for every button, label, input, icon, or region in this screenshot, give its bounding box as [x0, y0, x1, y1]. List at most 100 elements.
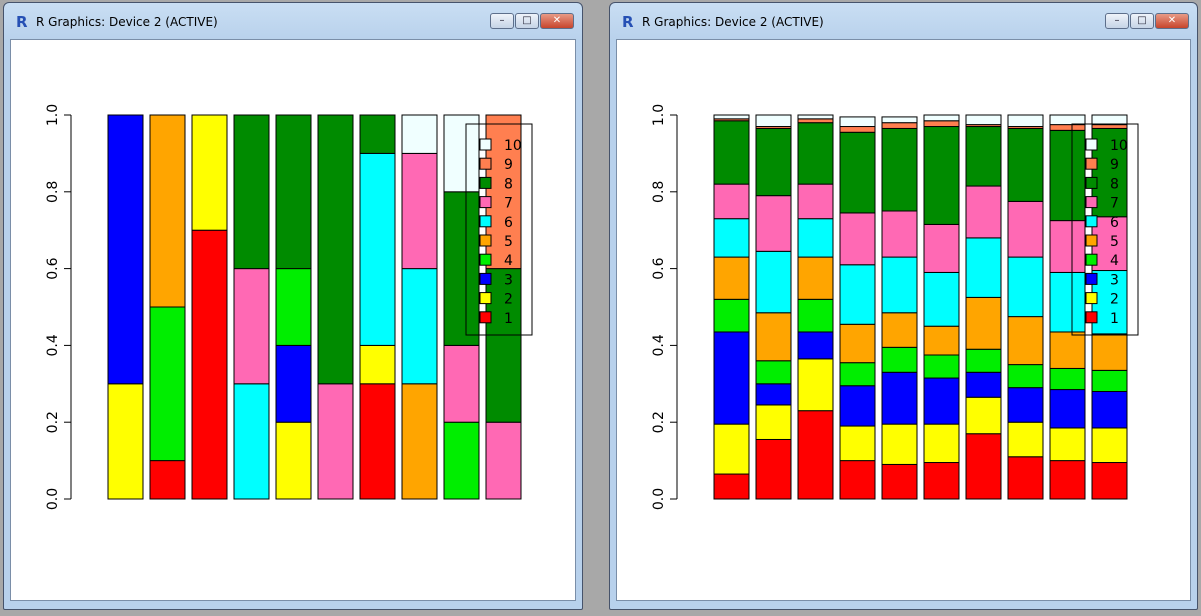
bar-segment [797, 114, 834, 120]
bar-segment [755, 312, 792, 362]
legend-label: 7 [504, 196, 513, 212]
bar-segment [1007, 114, 1044, 128]
bar-segment [1049, 427, 1086, 462]
bar-segment [107, 114, 144, 385]
bar-segment [755, 250, 792, 314]
close-icon[interactable]: ✕ [540, 13, 574, 29]
bar-segment [713, 183, 750, 220]
bar-segment [1007, 316, 1044, 366]
legend-swatch [479, 176, 492, 189]
legend-swatch [479, 234, 492, 247]
bar-segment [797, 122, 834, 185]
bar-segment [965, 185, 1002, 239]
y-tick-label: 0.8 [651, 181, 667, 203]
legend-swatch [1085, 272, 1098, 285]
bar-segment [149, 114, 186, 308]
close-icon[interactable]: ✕ [1155, 13, 1189, 29]
legend-swatch [479, 253, 492, 266]
legend-swatch [479, 292, 492, 305]
bar-segment [923, 271, 960, 327]
bar-segment [755, 195, 792, 252]
bar-segment [881, 256, 918, 314]
bar-segment [881, 116, 918, 124]
bar-segment [1049, 220, 1086, 273]
bar-segment [797, 218, 834, 258]
bar-segment [839, 425, 876, 462]
title-bar[interactable]: R R Graphics: Device 2 (ACTIVE) – □ ✕ [610, 3, 1197, 39]
bar-segment [1049, 271, 1086, 333]
legend-label: 8 [1110, 176, 1119, 192]
bar-segment [713, 423, 750, 475]
graphics-window-left: R R Graphics: Device 2 (ACTIVE) – □ ✕ 0.… [3, 2, 583, 610]
bar-segment [191, 114, 228, 231]
bar-segment [1049, 389, 1086, 429]
maximize-icon[interactable]: □ [1130, 13, 1154, 29]
legend-swatch [479, 196, 492, 209]
bar-segment [923, 126, 960, 225]
bar-segment [965, 348, 1002, 373]
bar-segment [923, 223, 960, 273]
window-title: R Graphics: Device 2 (ACTIVE) [642, 15, 824, 29]
y-tick-label: 0.6 [651, 257, 667, 279]
bar-segment [923, 462, 960, 500]
bar-segment [839, 264, 876, 325]
bar-segment [1007, 387, 1044, 423]
y-tick-label: 1.0 [45, 104, 61, 126]
bar-segment [149, 460, 186, 500]
bar-segment [1091, 369, 1128, 392]
plot-area: 0.0 0.2 0.4 0.6 0.8 1.0 10 9 8 7 6 5 4 3 2 1 [10, 39, 576, 601]
minimize-icon[interactable]: – [490, 13, 514, 29]
minimize-icon[interactable]: – [1105, 13, 1129, 29]
y-tick-label: 0.2 [651, 411, 667, 433]
bar-segment [275, 268, 312, 346]
legend-swatch [1085, 157, 1098, 170]
legend-label: 9 [1110, 157, 1119, 173]
bar-segment [1091, 333, 1128, 371]
legend-label: 1 [1110, 311, 1119, 327]
legend-label: 2 [504, 292, 513, 308]
maximize-icon[interactable]: □ [515, 13, 539, 29]
bar-segment [797, 331, 834, 360]
graphics-window-right: R R Graphics: Device 2 (ACTIVE) – □ ✕ 0.… [609, 2, 1198, 610]
legend-swatch [1085, 253, 1098, 266]
bar-segment [713, 298, 750, 333]
bar-segment [881, 463, 918, 500]
y-tick-label: 1.0 [651, 104, 667, 126]
bar-segment [359, 114, 396, 154]
bar-segment [485, 421, 522, 500]
bar-segment [881, 122, 918, 129]
legend-label: 3 [504, 272, 513, 288]
bar-segment [923, 423, 960, 464]
bar-segment [713, 256, 750, 300]
bar-segment [443, 191, 480, 346]
bar-segment [1007, 364, 1044, 389]
bar-segment [485, 268, 522, 423]
bar-segment [965, 433, 1002, 500]
legend-label: 10 [1110, 138, 1128, 154]
y-tick-label: 0.4 [651, 334, 667, 356]
bar-segment [443, 114, 480, 193]
y-tick-label: 0.4 [45, 334, 61, 356]
bar-segment [965, 371, 1002, 398]
title-bar[interactable]: R R Graphics: Device 2 (ACTIVE) – □ ✕ [4, 3, 582, 39]
bar-segment [797, 183, 834, 220]
bar-segment [317, 383, 354, 500]
legend-swatch [1085, 311, 1098, 324]
legend-swatch [479, 138, 492, 151]
legend-label: 6 [504, 215, 513, 231]
bar-segment [881, 312, 918, 348]
bar-segment [965, 396, 1002, 435]
legend-label: 4 [1110, 253, 1119, 269]
bar-segment [275, 421, 312, 500]
bar-segment [923, 377, 960, 425]
legend-swatch [1085, 234, 1098, 247]
bar-segment [275, 114, 312, 270]
bar-segment [443, 344, 480, 423]
r-logo-icon: R [622, 13, 634, 31]
legend-swatch [1085, 138, 1098, 151]
bar-segment [839, 362, 876, 387]
bar-segment [1007, 456, 1044, 500]
bar-segment [1049, 331, 1086, 369]
legend-swatch [479, 272, 492, 285]
bar-segment [1049, 367, 1086, 391]
